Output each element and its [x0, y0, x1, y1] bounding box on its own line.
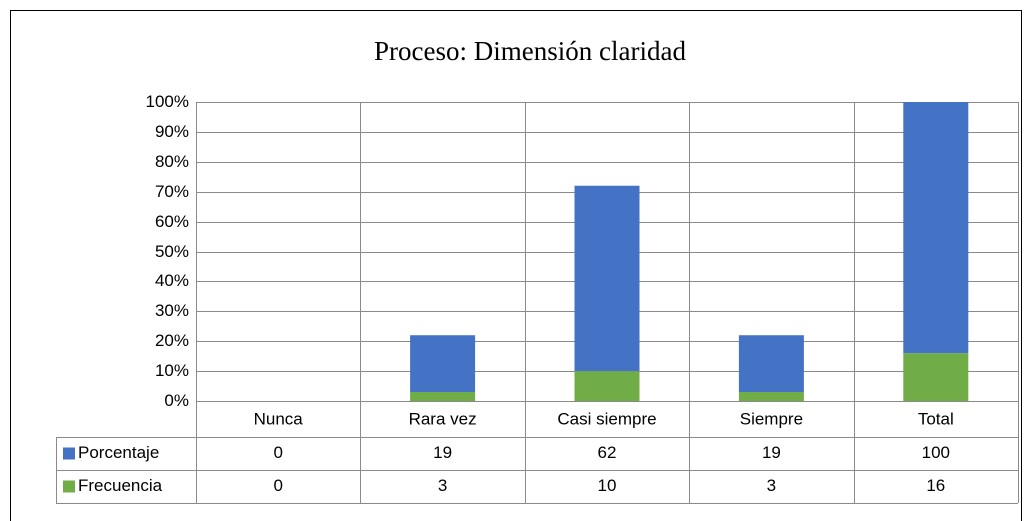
chart-title: Proceso: Dimensión claridad — [374, 36, 686, 66]
bar — [574, 371, 640, 401]
table-value: 100 — [922, 443, 950, 462]
x-tick-label: Casi siempre — [557, 409, 656, 428]
bar — [410, 335, 476, 393]
legend-label: Frecuencia — [78, 476, 163, 495]
y-tick-label: 80% — [155, 152, 189, 171]
legend-label: Porcentaje — [78, 443, 159, 462]
table-value: 62 — [598, 443, 617, 462]
y-tick-label: 90% — [155, 122, 189, 141]
y-tick-label: 50% — [155, 242, 189, 261]
x-tick-label: Siempre — [740, 409, 803, 428]
table-value: 0 — [273, 443, 282, 462]
x-tick-label: Nunca — [254, 409, 304, 428]
y-tick-label: 20% — [155, 331, 189, 350]
bar — [574, 185, 640, 372]
bar — [738, 335, 804, 393]
bar — [410, 392, 476, 401]
table-value: 3 — [438, 476, 447, 495]
bars — [410, 102, 969, 401]
bar — [903, 102, 969, 354]
table-value: 10 — [598, 476, 617, 495]
bar — [738, 392, 804, 401]
table-value: 3 — [767, 476, 776, 495]
y-tick-label: 40% — [155, 271, 189, 290]
y-tick-label: 30% — [155, 301, 189, 320]
table-value: 16 — [926, 476, 945, 495]
x-tick-label: Total — [918, 409, 954, 428]
y-tick-label: 100% — [146, 92, 189, 111]
x-tick-label: Rara vez — [409, 409, 477, 428]
table-value: 19 — [762, 443, 781, 462]
chart-border — [10, 10, 1022, 521]
y-tick-label: 10% — [155, 361, 189, 380]
table-value: 0 — [273, 476, 282, 495]
bar — [903, 353, 969, 401]
y-tick-label: 0% — [164, 391, 189, 410]
legend-key — [63, 447, 75, 460]
legend-key — [63, 480, 75, 493]
table-value: 19 — [433, 443, 452, 462]
y-tick-label: 70% — [155, 182, 189, 201]
y-tick-label: 60% — [155, 212, 189, 231]
